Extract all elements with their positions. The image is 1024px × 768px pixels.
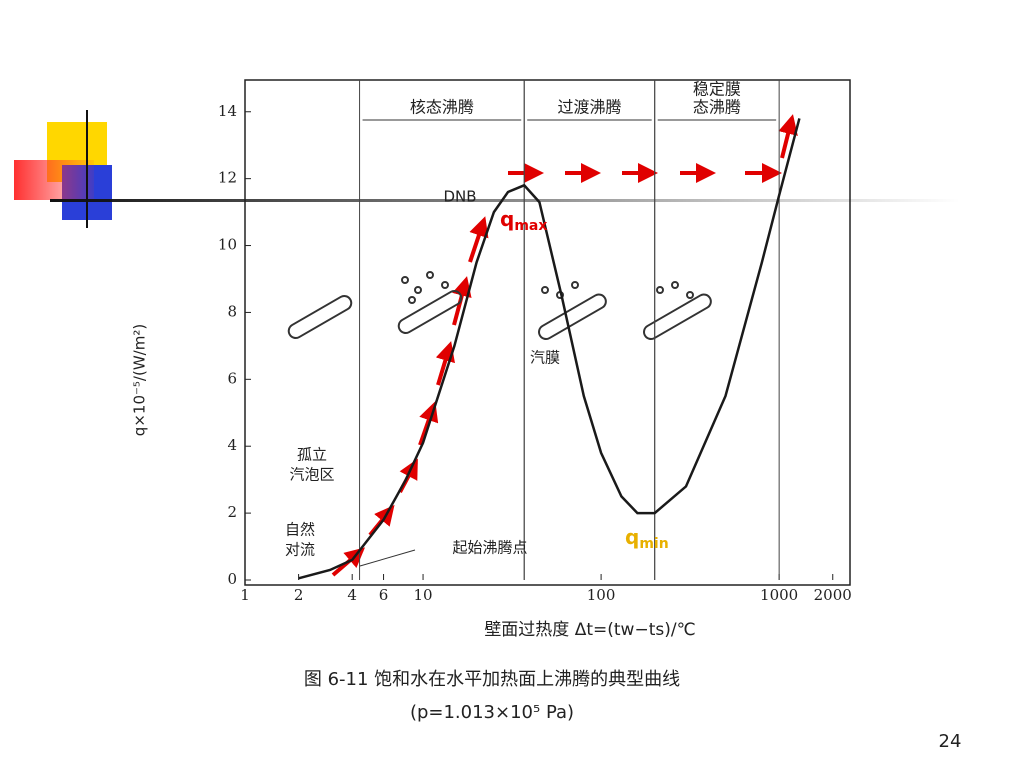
deco-hline (50, 199, 960, 202)
deco-red (14, 160, 94, 200)
x-axis-label: 壁面过热度 Δt=(tw−ts)/℃ (484, 620, 695, 640)
caption: (p=1.013×10⁵ Pa) (410, 702, 574, 723)
region-label: 过渡沸腾 (557, 98, 621, 117)
annotation-arrows (331, 114, 798, 577)
vapor-film-label: 汽膜 (530, 349, 560, 367)
y-tick-label: 14 (218, 102, 237, 120)
dnb-label: DNB (443, 188, 476, 206)
y-tick-label: 0 (227, 570, 237, 588)
q-min-label: qmin (625, 525, 669, 553)
x-tick-label: 10 (414, 586, 433, 604)
isolated-bubble-label: 汽泡区 (289, 466, 334, 484)
y-tick-label: 2 (227, 503, 237, 521)
page-number: 24 (939, 731, 962, 752)
q-max-label-sub: max (514, 218, 547, 234)
onset-label: 起始沸腾点 (452, 539, 527, 557)
tube-sketches (287, 271, 712, 340)
region-label: 核态沸腾 (410, 98, 474, 117)
natural-convection-label: 对流 (285, 541, 315, 559)
natural-convection-label: 自然 (285, 521, 315, 539)
q-min-label-base: q (625, 525, 639, 549)
caption: 图 6-11 饱和水在水平加热面上沸腾的典型曲线 (304, 669, 680, 690)
isolated-bubble-label: 孤立 (297, 446, 327, 464)
x-tick-label: 1 (240, 586, 250, 604)
x-tick-label: 2000 (814, 586, 852, 604)
q-max-label: qmax (500, 207, 547, 235)
region-label: 态沸腾 (693, 98, 741, 117)
x-tick-label: 2 (294, 586, 304, 604)
region-label: 稳定膜 (693, 80, 741, 99)
y-tick-label: 6 (227, 369, 237, 387)
x-tick-label: 100 (587, 586, 616, 604)
y-axis-label: q×10⁻⁵/(W/m²) (131, 324, 149, 436)
y-tick-label: 4 (227, 436, 237, 454)
y-tick-label: 8 (227, 302, 237, 320)
plot-frame (244, 79, 851, 586)
x-tick-label: 1000 (760, 586, 798, 604)
x-tick-label: 6 (379, 586, 389, 604)
x-tick-label: 4 (347, 586, 357, 604)
boiling-curve (298, 118, 801, 580)
y-tick-label: 10 (218, 236, 237, 254)
q-max-label-base: q (500, 207, 514, 231)
onset-leader (359, 549, 416, 567)
q-min-label-sub: min (639, 536, 668, 552)
y-tick-label: 12 (218, 169, 237, 187)
